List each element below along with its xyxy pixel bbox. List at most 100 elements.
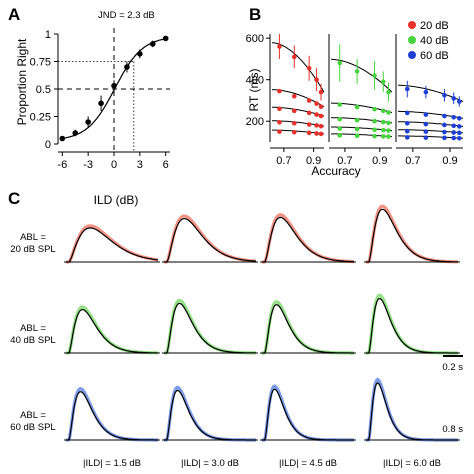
b-data-point — [380, 119, 386, 125]
b-legend-marker — [408, 21, 416, 29]
b-x-tick-label: 0.9 — [372, 155, 387, 167]
panel-label-b: B — [249, 5, 261, 24]
a-data-point — [72, 130, 79, 136]
b-data-point — [314, 112, 319, 117]
b-x-tick-label: 0.7 — [337, 155, 352, 167]
b-x-tick-label: 0.9 — [442, 155, 457, 167]
a-x-tick-label: 0 — [111, 159, 117, 171]
b-data-point — [451, 123, 457, 129]
b-data-point — [354, 104, 360, 110]
c-data-histogram — [262, 384, 354, 442]
panel-b-rt-accuracy: Accuracy RT (ms) 200 400 600 0.7 0.9 0.7 0.9 0.… — [246, 20, 464, 178]
c-row-label-line2: 40 dB SPL — [10, 335, 55, 346]
c-data-histogram — [66, 305, 158, 355]
a-y-tick-label: 0.5 — [36, 84, 51, 96]
b-data-point — [337, 60, 343, 66]
b-legend-label: 40 dB — [420, 35, 449, 47]
jnd-annotation: JND = 2.3 dB — [98, 10, 155, 21]
b-data-point — [456, 135, 462, 141]
b-data-point — [404, 121, 410, 126]
b-data-point — [372, 118, 377, 124]
b-data-point — [314, 123, 319, 128]
b-data-point — [354, 117, 360, 123]
b-data-point — [306, 130, 312, 136]
b-data-point — [456, 124, 462, 129]
c-model-fit — [66, 227, 159, 263]
b-data-point — [442, 122, 447, 128]
a-y-axis-label: Proportion Right — [15, 38, 29, 125]
c-data-histogram — [164, 214, 256, 264]
b-data-point — [442, 129, 447, 135]
b-data-point — [318, 123, 324, 129]
b-data-point — [314, 101, 319, 106]
b-data-point — [291, 121, 297, 126]
a-x-tick-label: 6 — [163, 159, 169, 171]
b-data-point — [354, 126, 360, 132]
b-data-point — [277, 119, 282, 125]
b-x-tick-label: 0.7 — [276, 155, 291, 167]
c-scale-bar-label: 0.2 s — [442, 362, 463, 373]
b-data-point — [404, 86, 410, 92]
c-model-fit — [366, 208, 459, 263]
b-data-point — [277, 88, 282, 94]
c-column-label: |ILD| = 3.0 dB — [181, 458, 239, 469]
c-row-label-line1: ABL = — [20, 410, 46, 421]
a-data-point — [59, 135, 66, 142]
b-data-point — [451, 135, 457, 141]
b-data-point — [380, 127, 386, 133]
b-data-point — [291, 129, 297, 135]
a-x-tick-label: -6 — [57, 159, 67, 171]
b-data-point — [456, 130, 462, 136]
b-data-point — [386, 110, 391, 115]
b-data-point — [404, 110, 410, 116]
b-y-tick-label: 400 — [246, 75, 264, 87]
a-data-point — [137, 51, 143, 57]
b-y-tick-label: 200 — [246, 116, 264, 128]
b-data-point — [337, 102, 343, 107]
b-data-point — [451, 130, 457, 135]
c-column-label: |ILD| = 4.5 dB — [279, 458, 337, 469]
b-data-point — [380, 108, 386, 114]
c-model-fit — [262, 388, 354, 441]
c-data-histogram — [366, 204, 458, 264]
c-scale-bar-label: 0.8 s — [442, 424, 463, 435]
a-data-point — [149, 41, 156, 47]
b-data-point — [442, 92, 447, 98]
b-x-tick-label: 0.7 — [405, 155, 420, 167]
a-y-tick-label: 0.75 — [30, 57, 51, 69]
c-data-histogram — [66, 387, 158, 442]
a-y-tick-label: 1 — [45, 29, 51, 41]
c-row-label-line2: 20 dB SPL — [10, 244, 55, 255]
b-data-point — [318, 131, 324, 137]
panel-a-psychometric: JND = 2.3 dB ILD (dB) Proportion Right -… — [15, 10, 170, 207]
c-model-fit — [66, 308, 158, 354]
c-row-label-line2: 60 dB SPL — [10, 422, 55, 433]
b-x-axis-label: Accuracy — [311, 164, 360, 178]
b-data-point — [456, 99, 462, 104]
b-data-point — [306, 98, 312, 103]
b-data-point — [354, 133, 360, 139]
b-y-axis-label: RT (ms) — [247, 69, 261, 112]
c-data-histogram — [66, 224, 159, 264]
b-data-point — [456, 116, 462, 121]
c-model-fit — [164, 389, 256, 441]
b-data-point — [423, 129, 429, 134]
b-data-point — [306, 65, 312, 71]
c-row-label-line1: ABL = — [20, 323, 46, 334]
b-data-point — [277, 106, 282, 112]
a-data-point — [162, 35, 169, 42]
c-data-histogram — [164, 385, 256, 442]
b-data-point — [423, 121, 429, 127]
b-data-point — [372, 73, 377, 78]
panel-label-a: A — [8, 5, 20, 24]
a-data-point — [124, 64, 130, 70]
b-data-point — [442, 135, 447, 141]
a-y-tick-label: 0 — [45, 139, 51, 151]
a-y-tick-label: 0.25 — [30, 112, 51, 124]
b-data-point — [386, 128, 391, 133]
b-data-point — [380, 134, 386, 139]
a-data-point — [111, 82, 117, 89]
b-data-point — [372, 133, 377, 139]
